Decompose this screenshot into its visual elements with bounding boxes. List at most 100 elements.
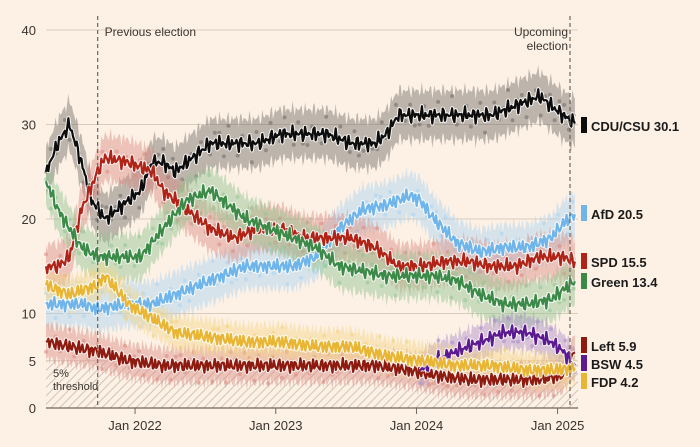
poll-dot (347, 150, 352, 154)
poll-dot (305, 220, 310, 225)
poll-dot (389, 266, 394, 271)
poll-dot (76, 280, 81, 285)
poll-dot (182, 278, 187, 283)
poll-dot (226, 123, 231, 128)
poll-dot (278, 216, 282, 221)
poll-dot (346, 259, 351, 264)
poll-dot (179, 346, 183, 350)
poll-dot (350, 332, 355, 337)
poll-dot (443, 214, 448, 219)
poll-dot (299, 275, 304, 280)
poll-dot (417, 122, 422, 127)
poll-dot (81, 338, 86, 343)
poll-dot (432, 343, 437, 348)
poll-dot (217, 242, 222, 247)
poll-dot (81, 314, 86, 319)
poll-dot (322, 333, 326, 338)
poll-dot (173, 354, 178, 359)
poll-dot (137, 205, 142, 210)
poll-dot (219, 356, 224, 361)
poll-dot (478, 100, 483, 105)
poll-dot (449, 295, 454, 300)
poll-dot (271, 330, 276, 335)
poll-dot (375, 226, 380, 231)
poll-dot (562, 102, 567, 107)
poll-dot (127, 293, 132, 298)
poll-dot (263, 148, 268, 153)
poll-dot (252, 378, 256, 383)
poll-dot (220, 346, 225, 350)
poll-dot (109, 243, 114, 248)
poll-dot (538, 113, 543, 118)
poll-dot (431, 241, 436, 246)
poll-dot (519, 314, 524, 319)
poll-dot (235, 194, 240, 199)
y-tick-label: 10 (22, 307, 36, 322)
poll-dot (62, 229, 67, 234)
poll-dot (506, 316, 511, 321)
poll-dot (563, 338, 568, 343)
poll-dot (494, 254, 499, 259)
poll-dot (44, 252, 48, 257)
poll-dot (151, 226, 155, 231)
poll-dot (118, 310, 123, 315)
poll-dot (319, 221, 324, 226)
poll-dot (198, 211, 203, 215)
poll-dot (212, 130, 217, 135)
poll-dot (506, 88, 510, 92)
poll-dot (324, 114, 329, 119)
poll-dot (239, 256, 243, 261)
poll-dot (565, 231, 570, 236)
poll-dot (155, 377, 160, 382)
poll-dot (238, 372, 242, 377)
poll-dot (557, 300, 562, 305)
poll-dot (378, 194, 383, 199)
poll-dot (160, 241, 165, 246)
poll-dot (142, 152, 147, 157)
poll-dot (551, 393, 556, 398)
poll-dot (426, 123, 431, 128)
poll-dot (483, 130, 487, 135)
poll-dot (187, 298, 192, 303)
poll-dot (387, 189, 392, 194)
poll-dot (558, 354, 563, 359)
poll-dot (445, 384, 450, 389)
poll-dot (415, 188, 420, 193)
x-tick-label: Jan 2025 (531, 418, 585, 433)
poll-dot (137, 234, 142, 239)
poll-dot (474, 354, 479, 359)
legend-swatch-afd (581, 205, 587, 221)
poll-dot (390, 372, 395, 377)
poll-dot (450, 94, 455, 98)
upcoming-election-label: Upcoming (514, 25, 568, 39)
poll-dot (321, 379, 326, 384)
legend-label-left: Left 5.9 (591, 339, 637, 354)
poll-dot (77, 251, 82, 256)
poll-dot (542, 221, 546, 226)
poll-dot (170, 156, 175, 161)
poll-dot (189, 221, 194, 226)
poll-dot (435, 290, 440, 294)
poll-dot (271, 271, 276, 276)
poll-dot (161, 147, 166, 151)
poll-dot (450, 340, 455, 345)
poll-dot (67, 327, 72, 332)
poll-dot (201, 356, 206, 361)
poll-dot (530, 359, 535, 364)
poll-dot (527, 236, 532, 241)
poll-dot (446, 345, 451, 350)
poll-dot (58, 253, 63, 258)
poll-dot (549, 327, 553, 332)
poll-dot (352, 244, 357, 248)
poll-dot (377, 334, 382, 339)
poll-dot (229, 280, 234, 285)
poll-dot (249, 160, 254, 165)
poll-dot (319, 141, 324, 146)
poll-dot (192, 177, 197, 182)
poll-dot (280, 249, 285, 254)
poll-dot (119, 180, 124, 185)
poll-dot (496, 389, 501, 394)
poll-dot (405, 339, 409, 344)
poll-dot (243, 277, 248, 282)
